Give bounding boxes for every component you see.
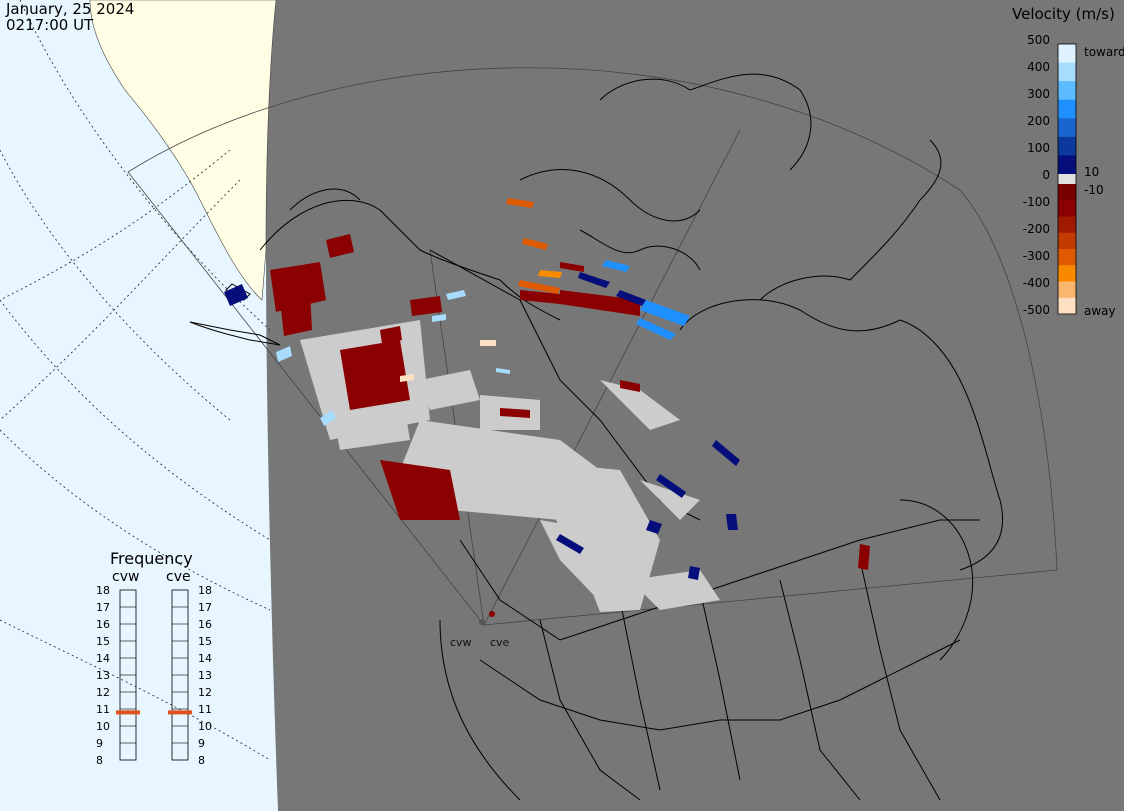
- colorbar-tick-label: 0: [1042, 168, 1050, 182]
- frequency-scale-label: 8: [96, 754, 103, 767]
- frequency-scale-label: 18: [96, 584, 110, 597]
- frequency-scale-label: 14: [96, 652, 110, 665]
- frequency-radar-label: cve: [166, 569, 191, 585]
- frequency-panel: [116, 589, 192, 761]
- colorbar-tick-label: 200: [1027, 114, 1050, 128]
- night-side: [266, 0, 1124, 811]
- frequency-scale-label: 15: [198, 635, 212, 648]
- colorbar-tick-label: 500: [1027, 33, 1050, 47]
- time-label: 0217:00 UT: [6, 16, 94, 34]
- colorbar-segment-toward: [1058, 81, 1076, 101]
- frequency-scale-label: 14: [198, 652, 212, 665]
- frequency-scale-label: 11: [96, 703, 110, 716]
- frequency-scale-label: 11: [198, 703, 212, 716]
- colorbar-segment-away: [1058, 281, 1076, 299]
- colorbar-title: Velocity (m/s): [1012, 5, 1115, 23]
- dayside-grid: [0, 0, 271, 761]
- site-label: cvw: [450, 636, 472, 649]
- colorbar-tick-label: 400: [1027, 60, 1050, 74]
- radar-sites: [479, 611, 495, 625]
- colorbar-away-label: away: [1084, 304, 1116, 318]
- dayside-landmass: [89, 0, 277, 301]
- colorbar-segment-toward: [1058, 62, 1076, 82]
- frequency-scale-label: 17: [96, 601, 110, 614]
- frequency-scale-label: 8: [198, 754, 205, 767]
- colorbar-inner-tick-label: 10: [1084, 165, 1100, 179]
- colorbar-segment-away: [1058, 249, 1076, 266]
- colorbar-tick-label: -100: [1022, 195, 1050, 209]
- date-label: January, 25 2024: [6, 0, 135, 18]
- colorbar-segment-toward: [1058, 44, 1076, 64]
- frequency-scale-label: 9: [96, 737, 103, 750]
- colorbar-segment-toward: [1058, 99, 1076, 119]
- frequency-title: Frequency: [110, 549, 193, 568]
- frequency-marker: [168, 710, 192, 715]
- colorbar-segment-away: [1058, 184, 1076, 201]
- frequency-scale-label: 12: [96, 686, 110, 699]
- frequency-scale-label: 17: [198, 601, 212, 614]
- colorbar-tick-label: 100: [1027, 141, 1050, 155]
- colorbar-tick-label: -200: [1022, 222, 1050, 236]
- frequency-scale-label: 15: [96, 635, 110, 648]
- frequency-marker: [116, 710, 140, 715]
- colorbar-segment-toward: [1058, 136, 1076, 156]
- frequency-scale-label: 13: [198, 669, 212, 682]
- frequency-scale-label: 16: [198, 618, 212, 631]
- frequency-scale-label: 10: [198, 720, 212, 733]
- velocity-colorbar: [1057, 43, 1077, 315]
- colorbar-segment-away: [1058, 232, 1076, 250]
- colorbar-segment-toward: [1058, 118, 1076, 138]
- colorbar-segment-away: [1058, 216, 1076, 234]
- frequency-scale-label: 10: [96, 720, 110, 733]
- colorbar-tick-label: -400: [1022, 276, 1050, 290]
- colorbar-tick-label: -500: [1022, 303, 1050, 317]
- colorbar-frame: [1057, 43, 1077, 315]
- colorbar-tick-label: -300: [1022, 249, 1050, 263]
- frequency-scale-label: 16: [96, 618, 110, 631]
- frequency-scale-label: 18: [198, 584, 212, 597]
- frequency-scale-label: 9: [198, 737, 205, 750]
- frequency-radar-label: cvw: [112, 569, 140, 585]
- colorbar-toward-label: toward: [1084, 45, 1124, 59]
- colorbar-segment-away: [1058, 200, 1076, 217]
- site-label: cve: [490, 636, 510, 649]
- frequency-scale-label: 12: [198, 686, 212, 699]
- colorbar-segment-away: [1058, 297, 1076, 315]
- colorbar-inner-tick-label: -10: [1084, 183, 1104, 197]
- colorbar-segment-away: [1058, 265, 1076, 282]
- colorbar-segment-toward: [1058, 155, 1076, 175]
- colorbar-segment-zero: [1058, 174, 1076, 184]
- colorbar-tick-label: 300: [1027, 87, 1050, 101]
- frequency-scale-label: 13: [96, 669, 110, 682]
- ionospheric-scatter: [224, 198, 870, 580]
